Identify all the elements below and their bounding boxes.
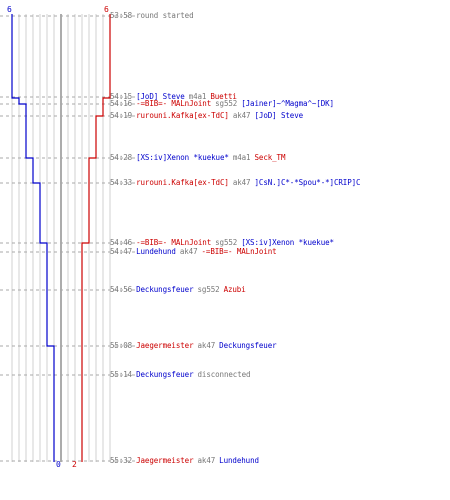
red-team-player: -=BIB=- MALnJoint [201, 247, 277, 256]
event-row: 55:32 Jaegermeister ak47 Lundehund [110, 455, 259, 467]
blue-team-player: Deckungsfeuer [136, 370, 194, 379]
event-time: 54:33 [110, 178, 133, 187]
event-row: 54:33 rurouni.Kafka[ex-TdC] ak47]CsN.]C*-*… [110, 177, 361, 189]
event-time: 54:46 [110, 238, 133, 247]
red-team-player: Azubi [223, 285, 246, 294]
event-row: 54:56 Deckungsfeuer sg552 Azubi [110, 284, 246, 296]
event-row: 54:47 Lundehund ak47 -=BIB=- MALnJoint [110, 246, 277, 258]
event-action: ak47 [232, 111, 251, 120]
blue-team-alive-line [11, 14, 55, 462]
blue-team-player: [XS:iv]Xenon *kuekue* [136, 153, 229, 162]
red-team-player: rurouni.Kafka[ex-TdC] [136, 111, 229, 120]
red-team-alive-line [81, 14, 111, 462]
event-row: 54:19 rurouni.Kafka[ex-TdC] ak47 [JoD] Stev… [110, 110, 303, 122]
event-time: 54:47 [110, 247, 133, 256]
event-action: m4a1 [188, 92, 207, 101]
red-team-player: Buetti [210, 92, 237, 101]
event-row: 55:14 Deckungsfeuer disconnected [110, 369, 251, 381]
event-time: 53:58 [110, 11, 133, 20]
event-time: 55:14 [110, 370, 133, 379]
event-time: 54:15 [110, 92, 133, 101]
event-time: 55:32 [110, 456, 133, 465]
event-time: 54:19 [110, 111, 133, 120]
red-team-player: -=BIB=- MALnJoint [136, 99, 212, 108]
event-action: m4a1 [232, 153, 251, 162]
event-action: disconnected [197, 370, 251, 379]
event-row: 53:58 round started [110, 10, 194, 22]
blue-team-player: [XS:iv]Xenon *kuekue* [241, 238, 334, 247]
grid-lines [11, 14, 111, 462]
event-action: ak47 [197, 341, 216, 350]
event-row: 54:46 -=BIB=- MALnJoint sg552 [XS:iv]Xenon … [110, 237, 334, 249]
event-action: sg552 [215, 238, 238, 247]
blue-end-count: 0 [56, 460, 61, 469]
blue-team-player: Lundehund [219, 456, 259, 465]
event-time: 54:28 [110, 153, 133, 162]
event-time: 55:08 [110, 341, 133, 350]
event-row: 54:28 [XS:iv]Xenon *kuekue* m4a1 Seck_TM [110, 152, 286, 164]
event-time: 54:16 [110, 99, 133, 108]
blue-team-player: ]CsN.]C*-*Spou*-*]CRIP]C [254, 178, 361, 187]
blue-team-player: [JoD] Steve [136, 92, 185, 101]
blue-team-player: [Jainer]~^Magma^~[DK] [241, 99, 334, 108]
event-row: 55:08 Jaegermeister ak47 Deckungsfeuer [110, 340, 277, 352]
red-team-player: -=BIB=- MALnJoint [136, 238, 212, 247]
red-team-player: rurouni.Kafka[ex-TdC] [136, 178, 229, 187]
red-team-player: Seck_TM [254, 153, 286, 162]
red-team-player: Jaegermeister [136, 341, 194, 350]
event-action: ak47 [232, 178, 251, 187]
red-start-count: 6 [104, 5, 109, 14]
event-action: ak47 [179, 247, 198, 256]
event-row: 54:16 -=BIB=- MALnJoint sg552 [Jainer]~^Mag… [110, 98, 334, 110]
event-guide-lines [0, 15, 138, 462]
event-time: 54:56 [110, 285, 133, 294]
event-action: round started [136, 11, 194, 20]
event-action: sg552 [215, 99, 238, 108]
blue-team-player: Deckungsfeuer [136, 285, 194, 294]
event-row: 54:15 [JoD] Steve m4a1 Buetti [110, 91, 237, 103]
event-action: sg552 [197, 285, 220, 294]
blue-team-player: Deckungsfeuer [219, 341, 277, 350]
red-end-count: 2 [72, 460, 77, 469]
event-action: ak47 [197, 456, 216, 465]
blue-start-count: 6 [7, 5, 12, 14]
blue-team-player: Lundehund [136, 247, 176, 256]
blue-team-player: [JoD] Steve [254, 111, 304, 120]
red-team-player: Jaegermeister [136, 456, 194, 465]
